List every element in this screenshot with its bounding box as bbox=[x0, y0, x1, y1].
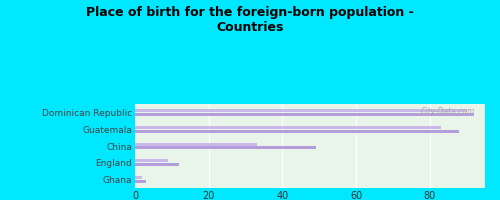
Bar bbox=[135, 113, 474, 116]
Bar bbox=[135, 159, 168, 162]
Bar bbox=[135, 176, 142, 179]
Text: City-Data.com: City-Data.com bbox=[420, 107, 474, 116]
Bar bbox=[135, 143, 256, 146]
Bar bbox=[135, 146, 316, 149]
Bar bbox=[135, 126, 441, 129]
Bar bbox=[135, 180, 146, 183]
Text: Place of birth for the foreign-born population -
Countries: Place of birth for the foreign-born popu… bbox=[86, 6, 414, 34]
Bar bbox=[135, 109, 466, 112]
Bar bbox=[135, 130, 459, 133]
Bar bbox=[135, 163, 179, 166]
